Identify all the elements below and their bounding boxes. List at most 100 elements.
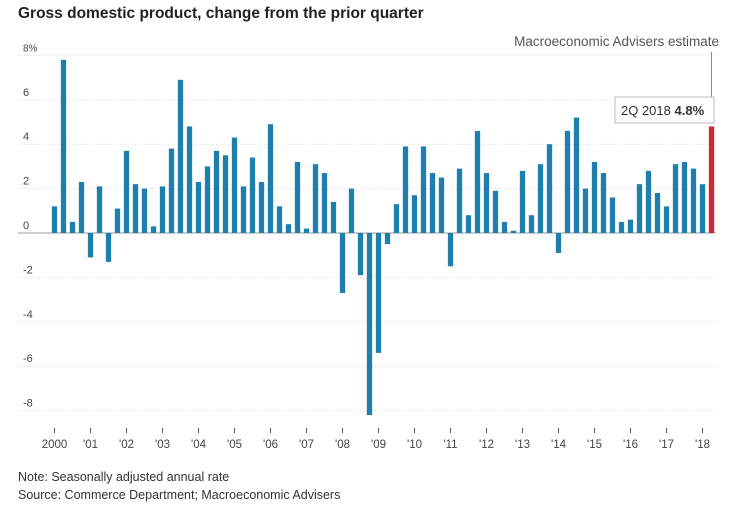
- x-tick-label: '01: [83, 439, 98, 451]
- y-tick-label: -4: [23, 309, 33, 321]
- bar-3q-2010: [429, 173, 436, 233]
- x-tick-label: '15: [587, 439, 602, 451]
- x-tick-label: 2000: [42, 439, 68, 451]
- bar-3q-2002: [141, 188, 148, 233]
- bar-1q-2009: [375, 233, 382, 353]
- bar-1q-2012: [483, 173, 490, 233]
- bar-3q-2017: [681, 161, 688, 233]
- bar-3q-2006: [285, 224, 292, 233]
- bar-3q-2012: [501, 221, 508, 233]
- bar-3q-2013: [537, 164, 544, 233]
- y-tick-label: 2: [23, 176, 29, 188]
- bar-2q-2008: [348, 188, 355, 233]
- bar-4q-2017: [690, 168, 697, 233]
- bar-2q-2001: [96, 186, 103, 233]
- x-tick-label: '08: [335, 439, 350, 451]
- bar-2q-2004: [204, 166, 211, 233]
- bar-4q-2006: [294, 161, 301, 233]
- bar-3q-2007: [321, 173, 328, 233]
- bar-3q-2004: [213, 150, 220, 233]
- bar-1q-2000: [51, 206, 58, 233]
- y-tick-label: 8%: [23, 43, 38, 54]
- bar-3q-2016: [645, 170, 652, 233]
- bar-3q-2011: [465, 215, 472, 233]
- callout-period: 2Q 2018: [621, 103, 675, 118]
- bar-2q-2018: [708, 126, 715, 233]
- annotation-label: Macroeconomic Advisers estimate: [514, 34, 719, 49]
- x-tick-label: '18: [695, 439, 710, 451]
- bar-1q-2003: [159, 186, 166, 233]
- bar-1q-2005: [231, 137, 238, 233]
- x-tick-label: '03: [155, 439, 170, 451]
- bar-1q-2006: [267, 124, 274, 233]
- bar-1q-2001: [87, 233, 94, 258]
- bar-2q-2017: [672, 164, 679, 233]
- bar-3q-2005: [249, 157, 256, 233]
- bar-2q-2013: [528, 215, 535, 233]
- bar-2q-2007: [312, 164, 319, 233]
- bar-2q-2005: [240, 186, 247, 233]
- chart-title: Gross domestic product, change from the …: [18, 5, 424, 22]
- y-tick-label: -6: [23, 353, 33, 365]
- bar-2q-2016: [636, 184, 643, 233]
- bar-4q-2009: [402, 146, 409, 233]
- bar-1q-2010: [411, 195, 418, 233]
- bar-4q-2010: [438, 177, 445, 233]
- bar-3q-2015: [609, 197, 616, 233]
- x-tick-label: '11: [443, 439, 457, 451]
- x-tick-label: '02: [119, 439, 134, 451]
- bar-2q-2002: [132, 184, 139, 233]
- x-tick-label: '13: [515, 439, 530, 451]
- bar-4q-2002: [150, 226, 157, 233]
- bar-3q-2008: [357, 233, 364, 276]
- bar-3q-2001: [105, 233, 112, 262]
- callout-box: [614, 96, 715, 124]
- y-tick-label: -8: [23, 398, 33, 410]
- bar-1q-2004: [195, 181, 202, 233]
- bar-2q-2015: [600, 173, 607, 233]
- bar-4q-2003: [186, 126, 193, 233]
- x-tick-label: '16: [623, 439, 638, 451]
- x-tick-label: '05: [227, 439, 242, 451]
- bar-4q-2004: [222, 155, 229, 233]
- bar-4q-2011: [474, 130, 481, 233]
- bar-4q-2005: [258, 181, 265, 233]
- bar-1q-2002: [123, 150, 130, 233]
- x-tick-label: '10: [407, 439, 422, 451]
- callout-text: 2Q 2018 4.8%: [621, 103, 705, 118]
- bar-2q-2014: [564, 130, 571, 233]
- y-tick-label: 4: [23, 131, 29, 143]
- bar-3q-2009: [393, 204, 400, 233]
- bar-4q-2008: [366, 233, 373, 416]
- bar-3q-2003: [177, 79, 184, 233]
- bar-1q-2018: [699, 184, 706, 233]
- bar-4q-2000: [78, 181, 85, 233]
- bar-4q-2014: [582, 188, 589, 233]
- y-tick-label: -2: [23, 264, 33, 276]
- bar-1q-2017: [663, 206, 670, 233]
- bar-4q-2007: [330, 201, 337, 233]
- bar-4q-2015: [618, 221, 625, 233]
- bar-1q-2016: [627, 219, 634, 233]
- callout-value: 4.8%: [675, 103, 705, 118]
- x-tick-label: '06: [263, 439, 278, 451]
- x-tick-label: '12: [479, 439, 494, 451]
- bar-1q-2015: [591, 161, 598, 233]
- bar-4q-2012: [510, 230, 517, 233]
- bar-2q-2010: [420, 146, 427, 233]
- x-tick-label: '04: [191, 439, 207, 451]
- x-tick-label: '09: [371, 439, 386, 451]
- bar-2q-2011: [456, 168, 463, 233]
- bar-3q-2014: [573, 117, 580, 233]
- bar-3q-2000: [69, 221, 76, 233]
- bar-2q-2003: [168, 148, 175, 233]
- bar-1q-2011: [447, 233, 454, 267]
- x-tick-label: '17: [659, 439, 674, 451]
- bar-2q-2000: [60, 59, 67, 234]
- bar-2q-2009: [384, 233, 391, 245]
- bar-4q-2016: [654, 193, 661, 233]
- bar-1q-2013: [519, 170, 526, 233]
- bar-1q-2008: [339, 233, 346, 293]
- bar-4q-2001: [114, 208, 121, 233]
